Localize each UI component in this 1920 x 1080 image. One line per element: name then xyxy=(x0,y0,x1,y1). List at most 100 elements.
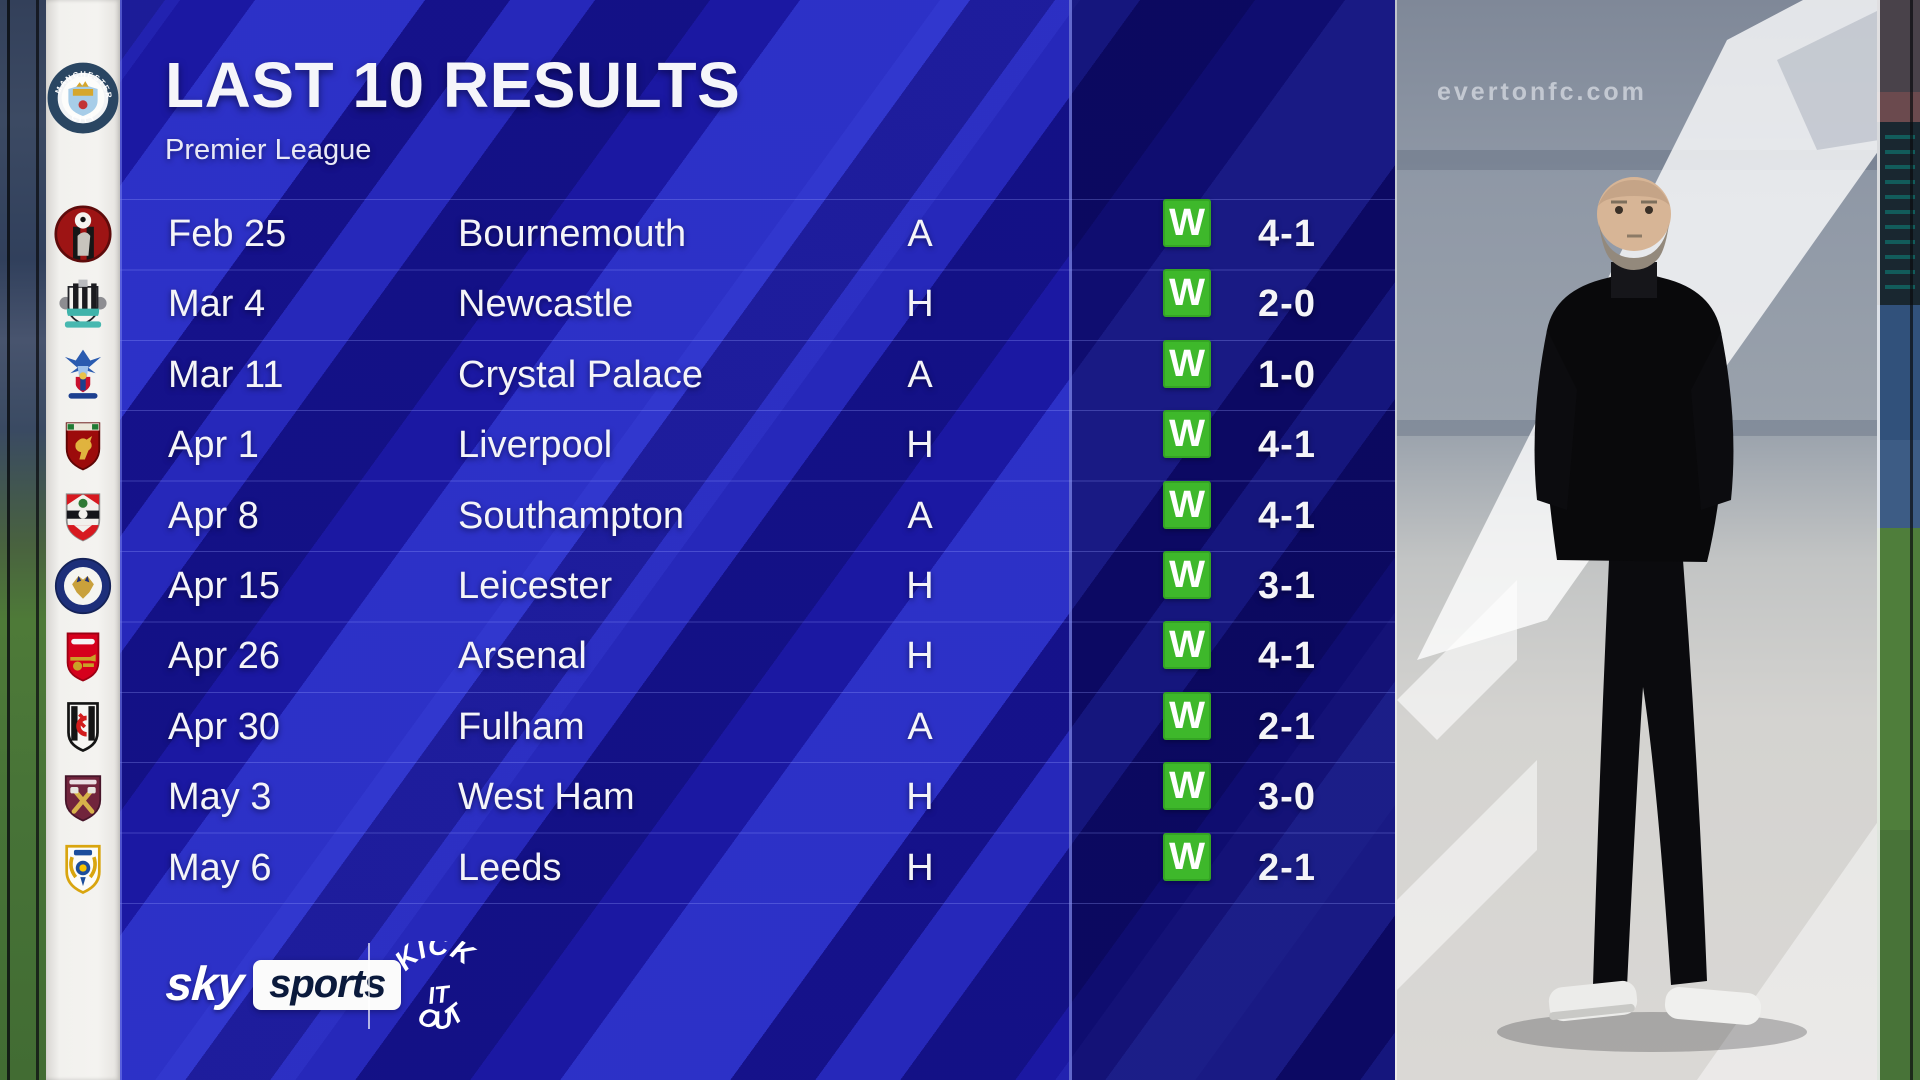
background-video-left-sliver xyxy=(0,0,46,1080)
opponent-name: Arsenal xyxy=(458,635,587,678)
match-date: Apr 30 xyxy=(168,705,280,748)
sports-logo-text: sports xyxy=(269,962,386,1006)
venue-indicator: A xyxy=(907,213,933,255)
venue-indicator: H xyxy=(906,565,934,607)
match-date: Mar 11 xyxy=(168,353,284,396)
result-badge: W xyxy=(1163,691,1211,740)
sky-sports-logo: sky sports xyxy=(164,957,402,1012)
goal-frame-pole xyxy=(36,0,39,1080)
manager-photo-illustration xyxy=(1397,0,1879,1080)
liverpool-badge-icon xyxy=(54,416,112,474)
match-date: Apr 1 xyxy=(168,424,259,467)
venue-indicator: A xyxy=(907,353,933,396)
figure-shadow xyxy=(1497,1012,1807,1052)
match-score: 2-1 xyxy=(1258,705,1316,748)
venue-indicator: H xyxy=(906,424,934,467)
match-date: Apr 15 xyxy=(168,565,280,607)
match-score: 3-1 xyxy=(1258,565,1316,607)
match-score: 2-0 xyxy=(1258,283,1316,326)
match-score: 4-1 xyxy=(1258,424,1316,467)
page-title: LAST 10 RESULTS xyxy=(165,49,741,121)
match-date: Apr 26 xyxy=(168,635,280,678)
leeds-badge-icon xyxy=(54,839,112,897)
table-row: Mar 4 Newcastle H W 2-0 xyxy=(120,269,1395,339)
sports-logo-box: sports xyxy=(253,959,402,1010)
result-badge: W xyxy=(1163,480,1211,529)
venue-indicator: H xyxy=(906,635,934,678)
match-score: 2-1 xyxy=(1258,846,1316,889)
manager-photo-panel: evertonfc.com xyxy=(1395,0,1879,1080)
crystal-palace-badge-icon xyxy=(54,346,112,404)
score-column-shade xyxy=(1069,0,1395,1080)
venue-indicator: A xyxy=(907,705,933,748)
opponent-name: Liverpool xyxy=(458,424,613,467)
table-row: May 3 West Ham H W 3-0 xyxy=(120,762,1395,832)
match-score: 4-1 xyxy=(1258,494,1316,537)
results-panel: LAST 10 RESULTS Premier League Feb 25 Bo… xyxy=(120,0,1395,1080)
opponent-name: Bournemouth xyxy=(458,213,687,255)
match-date: May 6 xyxy=(168,846,272,889)
table-row: Apr 8 Southampton A W 4-1 xyxy=(120,480,1395,551)
result-badge: W xyxy=(1163,551,1211,599)
opponent-name: Leeds xyxy=(458,846,562,889)
panel-left-edge xyxy=(120,0,122,1080)
opponent-name: West Ham xyxy=(458,776,635,819)
leicester-badge-icon xyxy=(54,557,112,615)
opponent-name: Crystal Palace xyxy=(458,353,703,396)
chevron-gray xyxy=(1777,10,1879,150)
venue-indicator: H xyxy=(906,776,934,819)
chevron-arrow-2 xyxy=(1397,760,1537,990)
opponent-name: Southampton xyxy=(458,494,685,537)
goal-frame-pole xyxy=(7,0,10,1080)
venue-indicator: H xyxy=(906,283,934,326)
table-row: May 6 Leeds H W 2-1 xyxy=(120,832,1395,903)
stadium-pole xyxy=(1910,0,1913,1080)
result-badge: W xyxy=(1163,762,1211,811)
southampton-badge-icon xyxy=(54,487,112,545)
table-row: Apr 15 Leicester H W 3-1 xyxy=(120,551,1395,621)
result-badge: W xyxy=(1163,410,1211,459)
match-date: Mar 4 xyxy=(168,283,266,326)
table-row: Apr 26 Arsenal H W 4-1 xyxy=(120,621,1395,691)
result-badge: W xyxy=(1163,832,1211,881)
svg-text:KICK: KICK xyxy=(390,941,483,979)
west-ham-badge-icon xyxy=(54,768,112,826)
logo-divider xyxy=(368,943,370,1029)
result-badge: W xyxy=(1163,269,1211,318)
result-badge: W xyxy=(1163,199,1211,247)
manchester-city-badge-icon: MANCHESTER CITY xyxy=(47,62,119,134)
match-score: 1-0 xyxy=(1258,353,1316,396)
venue-indicator: H xyxy=(906,846,934,889)
match-date: May 3 xyxy=(168,776,272,819)
match-date: Feb 25 xyxy=(168,213,287,255)
fulham-badge-icon xyxy=(54,698,112,756)
manager-figure xyxy=(1534,177,1762,1025)
table-row: Mar 11 Crystal Palace A W 1-0 xyxy=(120,339,1395,410)
arsenal-badge-icon xyxy=(54,628,112,686)
footer-logos: sky sports KICK IT OUT xyxy=(120,935,720,1055)
match-score: 4-1 xyxy=(1258,213,1316,255)
match-date: Apr 8 xyxy=(168,494,259,537)
table-row: Apr 1 Liverpool H W 4-1 xyxy=(120,410,1395,480)
opponent-name: Fulham xyxy=(458,705,585,748)
venue-indicator: A xyxy=(907,494,933,537)
stadium-watermark: evertonfc.com xyxy=(1437,78,1647,106)
opponent-name: Leicester xyxy=(458,565,613,607)
table-row: Feb 25 Bournemouth A W 4-1 xyxy=(120,199,1395,269)
result-badge: W xyxy=(1163,339,1211,388)
chevron-arrow-1 xyxy=(1397,580,1517,740)
table-row: Apr 30 Fulham A W 2-1 xyxy=(120,691,1395,762)
svg-text:CITY: CITY xyxy=(70,111,98,125)
title-block: LAST 10 RESULTS Premier League xyxy=(165,48,740,167)
page-subtitle: Premier League xyxy=(165,134,372,166)
match-score: 4-1 xyxy=(1258,635,1316,678)
newcastle-badge-icon xyxy=(54,276,112,334)
opponent-name: Newcastle xyxy=(458,283,634,326)
match-score: 3-0 xyxy=(1258,776,1316,819)
kick-it-out-logo-icon: KICK IT OUT xyxy=(390,941,483,1037)
result-badge: W xyxy=(1163,621,1211,670)
sky-logo-text: sky xyxy=(164,958,245,1011)
background-video-right-sliver xyxy=(1877,0,1920,1080)
bournemouth-badge-icon xyxy=(54,205,112,263)
